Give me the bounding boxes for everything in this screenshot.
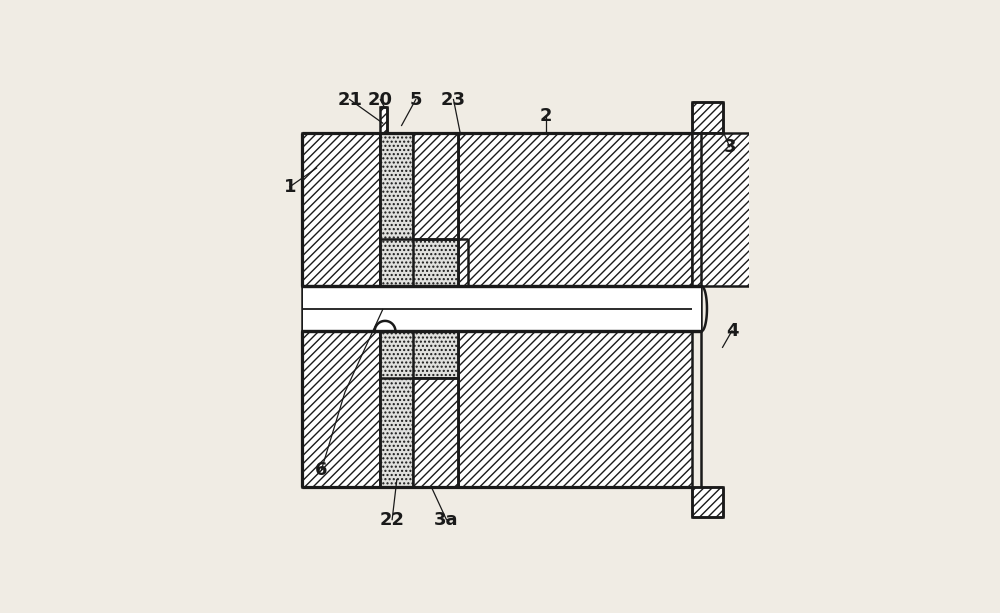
Text: 23: 23 xyxy=(441,91,466,109)
Text: 6: 6 xyxy=(315,461,328,479)
Bar xyxy=(692,102,723,132)
Bar xyxy=(413,132,458,238)
Bar xyxy=(302,331,380,487)
Text: 21: 21 xyxy=(337,91,362,109)
Bar xyxy=(380,238,458,286)
Bar xyxy=(380,331,413,487)
Bar xyxy=(380,107,387,132)
Bar xyxy=(302,132,380,286)
Bar xyxy=(692,132,1000,286)
Text: 22: 22 xyxy=(380,511,405,528)
Text: 1: 1 xyxy=(283,178,296,196)
Bar xyxy=(692,487,723,517)
Text: 3: 3 xyxy=(723,138,736,156)
Bar xyxy=(303,286,701,331)
Bar xyxy=(458,132,692,286)
Bar xyxy=(380,132,413,286)
Bar xyxy=(413,378,458,487)
Text: 2: 2 xyxy=(539,107,552,125)
Text: 4: 4 xyxy=(726,322,738,340)
Bar xyxy=(458,331,692,487)
Text: 5: 5 xyxy=(409,91,422,109)
Text: 3a: 3a xyxy=(434,511,459,528)
Bar xyxy=(302,286,701,331)
Text: 20: 20 xyxy=(368,91,393,109)
Bar xyxy=(380,331,458,378)
